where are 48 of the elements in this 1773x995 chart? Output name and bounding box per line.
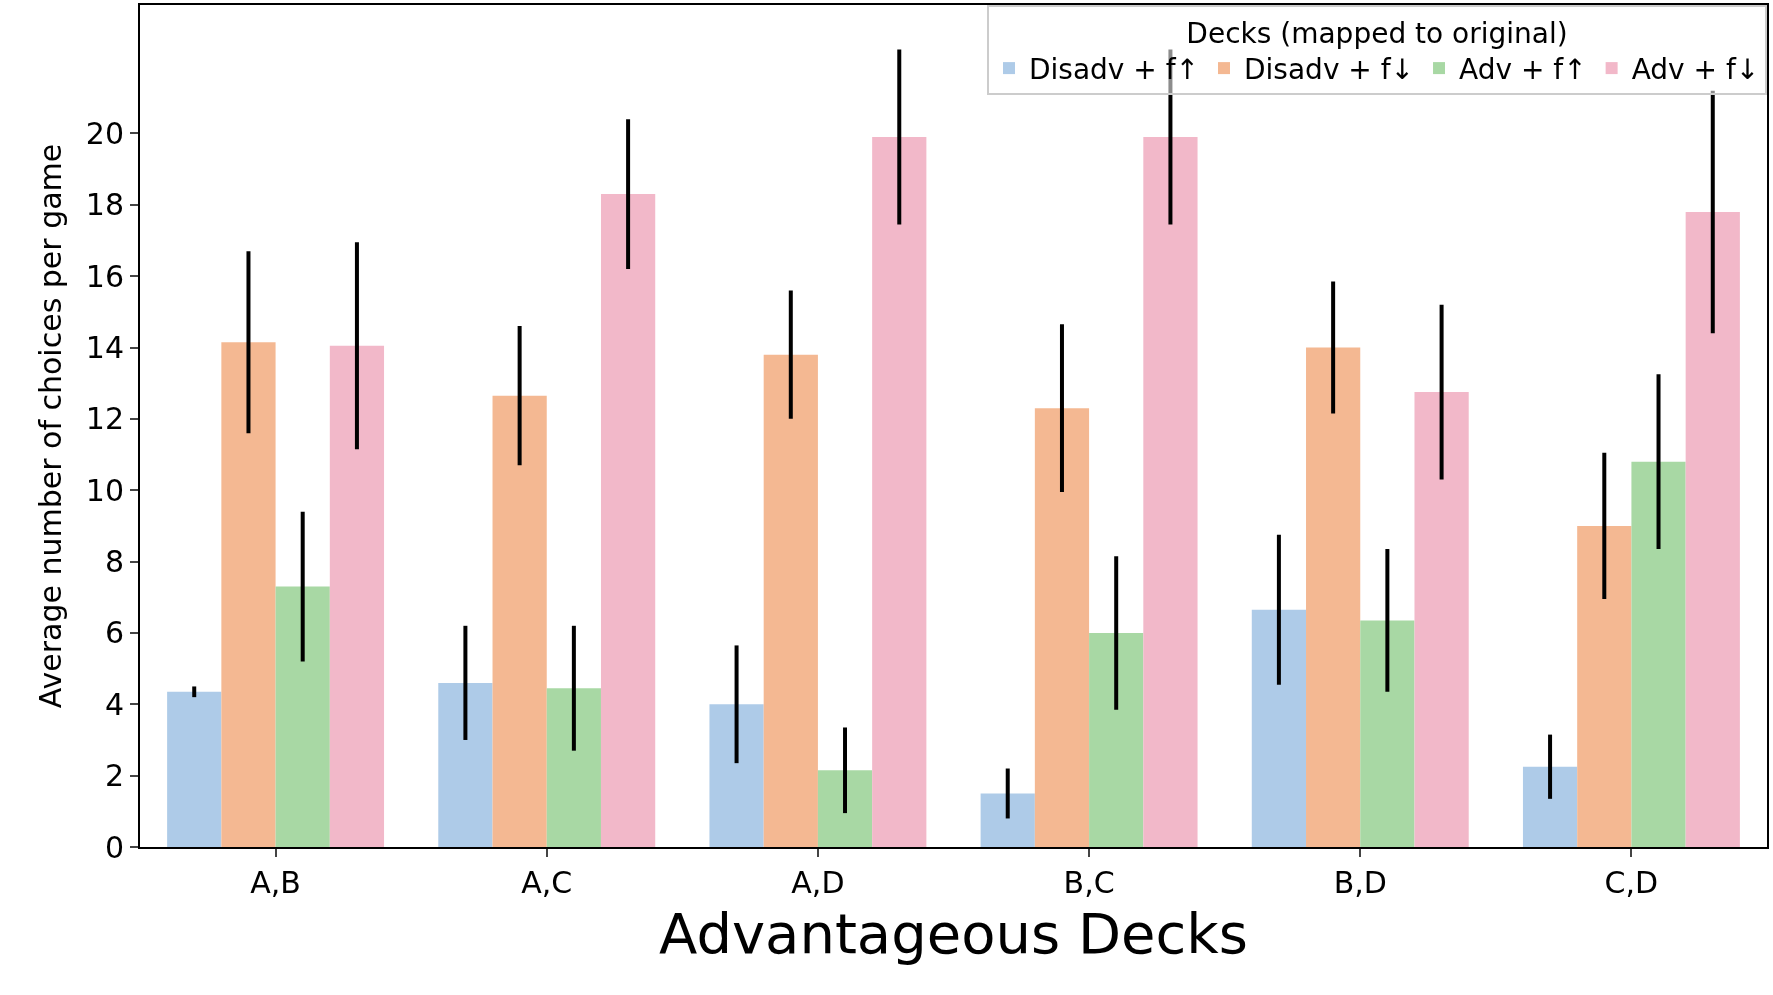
x-tick-label: C,D: [1604, 865, 1659, 900]
x-tick-label: A,D: [791, 865, 845, 900]
bar: [167, 691, 222, 847]
x-tick-label: B,D: [1333, 865, 1387, 900]
y-tick-label: 14: [85, 330, 124, 366]
x-axis-title: Advantageous Decks: [659, 901, 1248, 967]
y-tick-label: 20: [85, 115, 124, 151]
bar: [221, 342, 276, 847]
bar: [1685, 211, 1740, 847]
legend-label: Disadv + f↑: [1029, 53, 1200, 87]
bar: [546, 688, 601, 847]
bar: [980, 793, 1035, 847]
legend-title: Decks (mapped to original): [1186, 17, 1568, 51]
bar: [1306, 347, 1361, 847]
legend-label: Adv + f↓: [1631, 53, 1760, 87]
legend-label: Disadv + f↓: [1244, 53, 1415, 87]
bar: [763, 354, 818, 847]
y-tick-label: 16: [85, 258, 124, 294]
bar: [600, 194, 656, 847]
bar: [492, 395, 547, 847]
legend-label: Adv + f↑: [1459, 53, 1587, 87]
y-tick-label: 12: [85, 401, 124, 437]
bar: [329, 345, 385, 847]
y-tick-label: 4: [104, 686, 124, 722]
y-tick-label: 6: [104, 615, 124, 651]
bar: [1034, 408, 1090, 847]
y-axis-title: Average number of choices per game: [33, 143, 69, 709]
x-tick-label: A,B: [250, 865, 301, 900]
bar: [438, 682, 493, 847]
y-tick-label: 0: [104, 829, 124, 865]
bar: [1360, 620, 1415, 847]
y-tick-label: 10: [85, 472, 124, 508]
bar: [872, 137, 927, 847]
bar: [709, 704, 764, 847]
bar: [1089, 632, 1144, 847]
bar: [1251, 609, 1307, 847]
bar: [1522, 766, 1578, 847]
y-tick-label: 18: [85, 187, 124, 223]
y-tick-label: 8: [104, 544, 124, 580]
bar: [817, 770, 873, 847]
x-tick-label: A,C: [521, 865, 573, 900]
y-tick-label: 2: [104, 758, 124, 794]
bar: [1577, 525, 1632, 847]
bar: [1631, 461, 1686, 847]
bar: [1143, 137, 1198, 847]
bar: [1414, 392, 1469, 847]
bar: [275, 586, 330, 847]
x-tick-label: B,C: [1063, 865, 1115, 900]
